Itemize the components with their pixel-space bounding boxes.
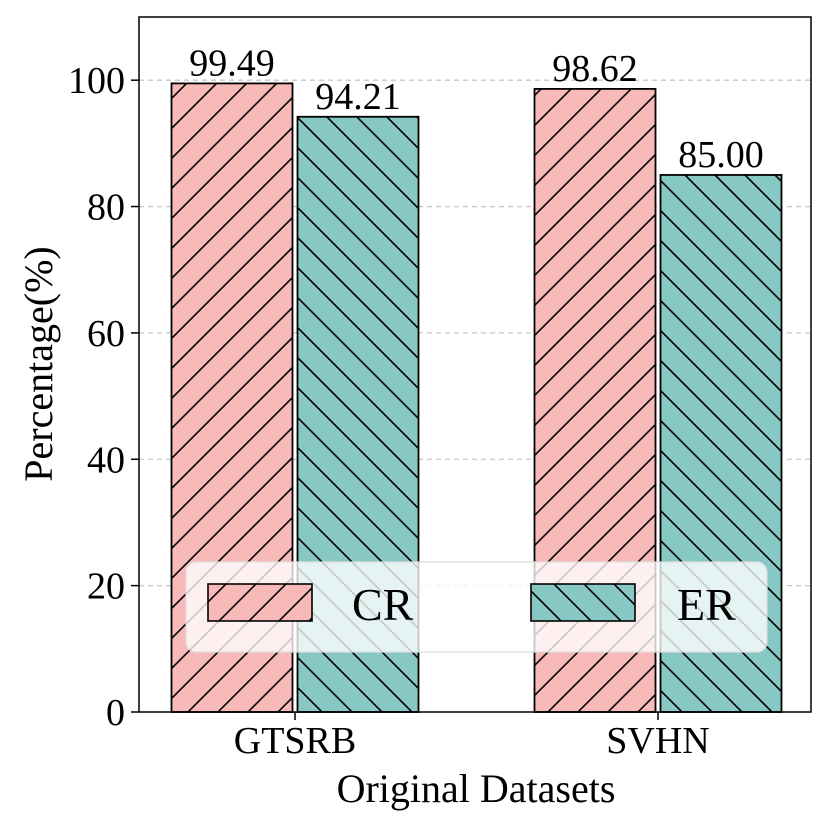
y-tick-label: 40 <box>87 439 125 481</box>
legend-label-er: ER <box>677 579 736 630</box>
y-tick-label: 60 <box>87 313 125 355</box>
bar-value-label: 94.21 <box>315 76 401 118</box>
x-tick-label: GTSRB <box>234 720 356 762</box>
x-tick-label: SVHN <box>606 720 709 762</box>
bar-value-label: 85.00 <box>678 134 764 176</box>
y-tick-label: 100 <box>68 60 125 102</box>
plot-frame <box>138 16 812 713</box>
y-tick-label: 0 <box>106 692 125 734</box>
x-axis-title: Original Datasets <box>337 766 616 811</box>
legend-swatch-er-hatch <box>531 584 635 621</box>
y-tick-label: 20 <box>87 566 125 608</box>
y-axis-title: Percentage(%) <box>16 246 61 481</box>
legend-swatch-cr-hatch <box>208 584 312 621</box>
bar-value-label: 98.62 <box>552 48 638 90</box>
y-tick-label: 80 <box>87 187 125 229</box>
axis-ticks: 0 20 40 60 80 100 GTSRB SVHN <box>68 60 710 762</box>
legend-label-cr: CR <box>352 579 414 630</box>
bar-value-label: 99.49 <box>189 42 275 84</box>
data-labels: 99.49 94.21 98.62 85.00 <box>189 42 764 176</box>
legend: CR ER <box>185 561 768 653</box>
